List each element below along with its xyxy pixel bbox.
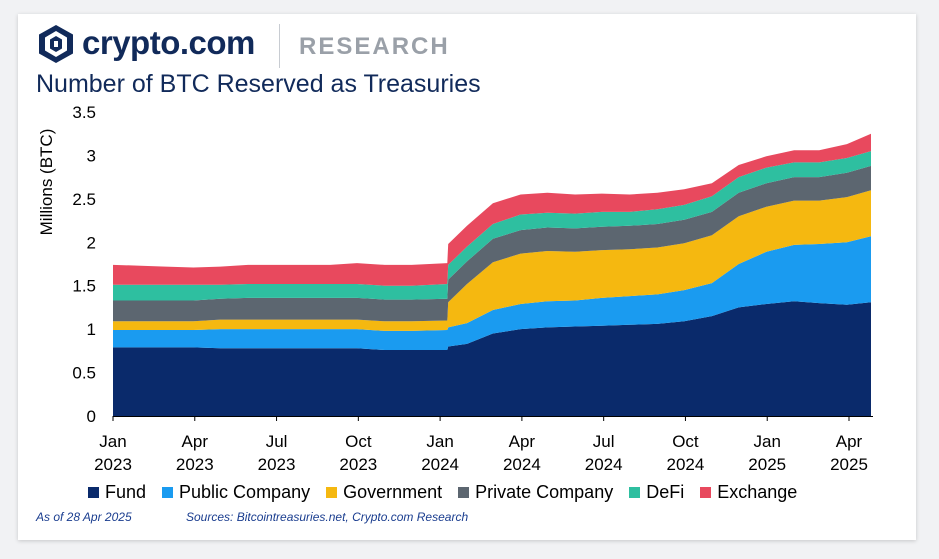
crypto-com-logo-icon [39, 25, 73, 63]
y-axis-label: Millions (BTC) [37, 129, 56, 236]
header-divider [279, 24, 280, 68]
y-tick-label: 3.5 [72, 103, 96, 122]
legend-item-public-company: Public Company [162, 482, 310, 503]
y-tick-label: 0 [87, 407, 96, 426]
series-area-exchange [113, 133, 871, 286]
x-tick-label: Apr 2023 [176, 432, 214, 474]
x-tick-label: Jul 2023 [258, 432, 296, 474]
as-of-date: As of 28 Apr 2025 [36, 510, 132, 524]
legend-swatch [629, 487, 641, 498]
brand-logo-text: crypto.com [82, 24, 255, 61]
legend-label: Exchange [717, 482, 798, 502]
legend-swatch [162, 487, 174, 498]
series-area-government [113, 190, 871, 331]
y-tick-label: 2.5 [72, 190, 96, 209]
x-tick-label: Oct 2024 [667, 432, 705, 474]
x-tick-label: Apr 2024 [503, 432, 541, 474]
series-area-fund [113, 301, 871, 416]
legend-label: Government [343, 482, 443, 502]
legend-item-exchange: Exchange [700, 482, 797, 503]
y-tick-label: 2 [87, 233, 96, 252]
x-tick-label: Oct 2023 [339, 432, 377, 474]
legend-swatch [326, 487, 338, 498]
sources-note: Sources: Bitcointreasuries.net, Crypto.c… [186, 510, 469, 524]
y-tick-label: 0.5 [72, 364, 96, 383]
x-tick-label: Jul 2024 [585, 432, 623, 474]
legend-item-defi: DeFi [629, 482, 684, 503]
series-area-defi [113, 151, 871, 301]
legend-item-private-company: Private Company [458, 482, 613, 503]
x-tick-label: Jan 2024 [421, 432, 459, 474]
chart-areas [113, 133, 871, 416]
chart-title: Number of BTC Reserved as Treasuries [36, 70, 481, 98]
legend-label: Fund [105, 482, 147, 502]
series-area-private-company [113, 165, 871, 322]
legend-label: Private Company [475, 482, 614, 502]
legend-swatch [88, 487, 99, 498]
y-tick-label: 1 [87, 320, 96, 339]
legend-swatch [458, 487, 470, 498]
legend-label: Public Company [179, 482, 311, 502]
series-area-public-company [113, 236, 871, 350]
y-tick-label: 1.5 [72, 277, 96, 296]
legend-label: DeFi [646, 482, 685, 502]
y-tick-label: 3 [87, 146, 96, 165]
x-tick-label: Apr 2025 [830, 432, 868, 474]
research-label: RESEARCH [299, 33, 450, 60]
x-tick-label: Jan 2023 [94, 432, 132, 474]
legend-swatch [700, 487, 712, 498]
chart-axes: 0 0.5 1 1.5 2 2.5 3 3.5 Jan 2023 Apr 2023 Jul 2023 Oct… [72, 103, 873, 474]
legend-item-fund: Fund [88, 482, 146, 503]
legend-item-government: Government [326, 482, 442, 503]
chart-legend: Fund Public Company Government Private Comp… [88, 482, 813, 503]
x-tick-label: Jan 2025 [748, 432, 786, 474]
